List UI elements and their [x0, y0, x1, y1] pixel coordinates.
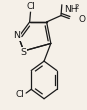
Text: N: N: [13, 31, 20, 40]
Text: Cl: Cl: [26, 2, 35, 11]
Text: Cl: Cl: [15, 90, 24, 99]
Text: O: O: [79, 15, 86, 24]
Text: NH: NH: [64, 5, 78, 14]
Text: S: S: [21, 48, 27, 57]
Text: 2: 2: [74, 4, 78, 10]
